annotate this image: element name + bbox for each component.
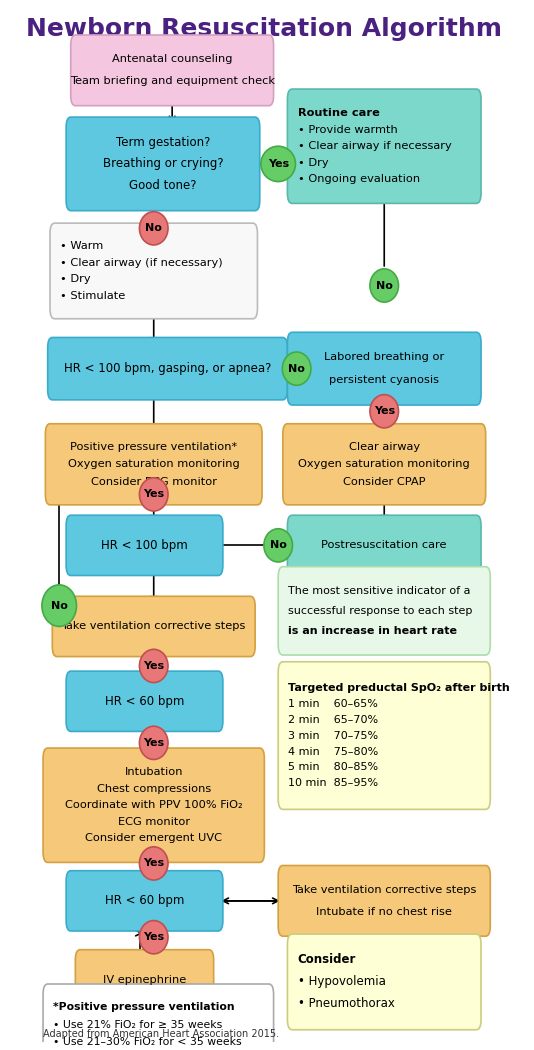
Text: Chest compressions: Chest compressions (97, 783, 211, 794)
Text: ECG monitor: ECG monitor (117, 817, 190, 826)
Text: is an increase in heart rate: is an increase in heart rate (288, 626, 457, 635)
FancyBboxPatch shape (43, 748, 264, 862)
Text: IV epinephrine: IV epinephrine (103, 974, 186, 985)
Text: • Ongoing evaluation: • Ongoing evaluation (297, 174, 420, 184)
Text: Yes: Yes (374, 406, 395, 416)
Text: HR < 60 bpm: HR < 60 bpm (105, 695, 184, 708)
Text: Take ventilation corrective steps: Take ventilation corrective steps (61, 622, 246, 631)
FancyBboxPatch shape (43, 984, 273, 1050)
Text: • Stimulate: • Stimulate (60, 291, 125, 300)
Text: Yes: Yes (143, 738, 164, 748)
Text: Consider: Consider (297, 953, 356, 966)
Text: Labored breathing or: Labored breathing or (324, 352, 444, 362)
Text: No: No (376, 280, 392, 291)
Ellipse shape (370, 269, 398, 302)
Text: Routine care: Routine care (297, 108, 380, 119)
Text: • Dry: • Dry (297, 158, 328, 168)
FancyBboxPatch shape (278, 662, 490, 810)
Text: No: No (51, 601, 68, 611)
Text: Oxygen saturation monitoring: Oxygen saturation monitoring (299, 459, 470, 469)
Text: HR < 60 bpm: HR < 60 bpm (105, 895, 184, 907)
Text: Yes: Yes (143, 932, 164, 942)
Ellipse shape (139, 921, 168, 953)
FancyBboxPatch shape (278, 865, 490, 937)
Ellipse shape (139, 212, 168, 245)
Text: HR < 100 bpm: HR < 100 bpm (101, 539, 188, 552)
Text: Yes: Yes (143, 489, 164, 500)
Ellipse shape (282, 352, 311, 385)
Text: Intubate if no chest rise: Intubate if no chest rise (316, 907, 452, 917)
Text: Breathing or crying?: Breathing or crying? (103, 158, 223, 170)
Text: No: No (288, 363, 305, 374)
FancyBboxPatch shape (283, 424, 485, 505)
FancyBboxPatch shape (287, 89, 481, 204)
Text: • Hypovolemia: • Hypovolemia (297, 975, 386, 988)
Text: Yes: Yes (143, 859, 164, 868)
Text: No: No (145, 224, 162, 233)
Text: persistent cyanosis: persistent cyanosis (329, 375, 439, 385)
FancyBboxPatch shape (66, 671, 223, 732)
Text: Consider CPAP: Consider CPAP (343, 477, 426, 487)
Text: No: No (270, 541, 287, 550)
Ellipse shape (139, 727, 168, 759)
Text: Newborn Resuscitation Algorithm: Newborn Resuscitation Algorithm (26, 17, 502, 41)
Ellipse shape (139, 846, 168, 880)
FancyBboxPatch shape (50, 224, 257, 319)
Text: Antenatal counseling: Antenatal counseling (112, 55, 232, 64)
Ellipse shape (264, 529, 293, 562)
FancyBboxPatch shape (66, 870, 223, 931)
Text: *Positive pressure ventilation: *Positive pressure ventilation (53, 1002, 235, 1012)
Text: Consider emergent UVC: Consider emergent UVC (85, 833, 222, 843)
Text: • Warm: • Warm (60, 242, 104, 251)
Text: The most sensitive indicator of a: The most sensitive indicator of a (288, 586, 471, 596)
FancyBboxPatch shape (278, 567, 490, 655)
Text: HR < 100 bpm, gasping, or apnea?: HR < 100 bpm, gasping, or apnea? (64, 362, 271, 375)
Ellipse shape (139, 649, 168, 682)
FancyBboxPatch shape (287, 934, 481, 1030)
FancyBboxPatch shape (45, 424, 262, 505)
Text: 2 min    65–70%: 2 min 65–70% (288, 715, 379, 724)
Text: Targeted preductal SpO₂ after birth: Targeted preductal SpO₂ after birth (288, 682, 510, 693)
Text: Intubation: Intubation (124, 768, 183, 777)
FancyBboxPatch shape (75, 949, 214, 1010)
Text: 1 min    60–65%: 1 min 60–65% (288, 698, 378, 709)
Text: Take ventilation corrective steps: Take ventilation corrective steps (292, 885, 476, 895)
FancyBboxPatch shape (70, 35, 273, 106)
Ellipse shape (261, 146, 295, 182)
Text: • Dry: • Dry (60, 274, 91, 285)
Text: Positive pressure ventilation*: Positive pressure ventilation* (70, 442, 237, 452)
FancyBboxPatch shape (66, 118, 260, 211)
Text: 10 min  85–95%: 10 min 85–95% (288, 778, 379, 789)
FancyBboxPatch shape (287, 332, 481, 405)
Text: • Pneumothorax: • Pneumothorax (297, 998, 395, 1010)
Ellipse shape (139, 478, 168, 511)
Text: Coordinate with PPV 100% FiO₂: Coordinate with PPV 100% FiO₂ (65, 800, 242, 811)
Text: Consider ECG monitor: Consider ECG monitor (91, 477, 217, 487)
FancyBboxPatch shape (287, 516, 481, 575)
Text: Clear airway: Clear airway (349, 442, 420, 452)
Text: Yes: Yes (143, 660, 164, 671)
Text: successful response to each step: successful response to each step (288, 606, 473, 616)
Text: • Clear airway if necessary: • Clear airway if necessary (297, 141, 451, 151)
Text: 4 min    75–80%: 4 min 75–80% (288, 747, 379, 756)
Text: Team briefing and equipment check: Team briefing and equipment check (69, 77, 274, 86)
FancyBboxPatch shape (66, 516, 223, 575)
Text: • Use 21–30% FiO₂ for < 35 weeks: • Use 21–30% FiO₂ for < 35 weeks (53, 1037, 242, 1047)
Text: Adapted from American Heart Association 2015.: Adapted from American Heart Association … (43, 1029, 279, 1040)
Text: Postresuscitation care: Postresuscitation care (321, 541, 447, 550)
Text: • Use 21% FiO₂ for ≥ 35 weeks: • Use 21% FiO₂ for ≥ 35 weeks (53, 1020, 223, 1030)
Text: • Clear airway (if necessary): • Clear airway (if necessary) (60, 257, 223, 268)
FancyBboxPatch shape (52, 596, 255, 656)
Text: Oxygen saturation monitoring: Oxygen saturation monitoring (68, 459, 240, 469)
FancyBboxPatch shape (48, 337, 287, 400)
Ellipse shape (370, 395, 398, 428)
Text: 3 min    70–75%: 3 min 70–75% (288, 731, 379, 740)
Text: Yes: Yes (268, 159, 289, 169)
Ellipse shape (42, 585, 76, 627)
Text: Term gestation?: Term gestation? (116, 136, 210, 149)
Text: 5 min    80–85%: 5 min 80–85% (288, 762, 379, 773)
Text: Good tone?: Good tone? (129, 178, 197, 192)
Text: • Provide warmth: • Provide warmth (297, 125, 397, 134)
